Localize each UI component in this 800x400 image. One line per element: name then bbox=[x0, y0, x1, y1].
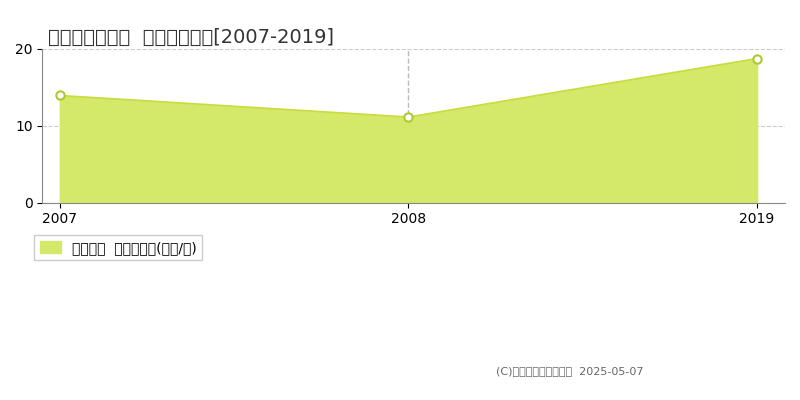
Legend: 住宅価格  平均坪単価(万円/坪): 住宅価格 平均坪単価(万円/坪) bbox=[34, 235, 202, 260]
Text: (C)土地価格ドットコム  2025-05-07: (C)土地価格ドットコム 2025-05-07 bbox=[496, 366, 643, 376]
Text: 比企郡川島町表  住宅価格推移[2007-2019]: 比企郡川島町表 住宅価格推移[2007-2019] bbox=[48, 28, 334, 47]
